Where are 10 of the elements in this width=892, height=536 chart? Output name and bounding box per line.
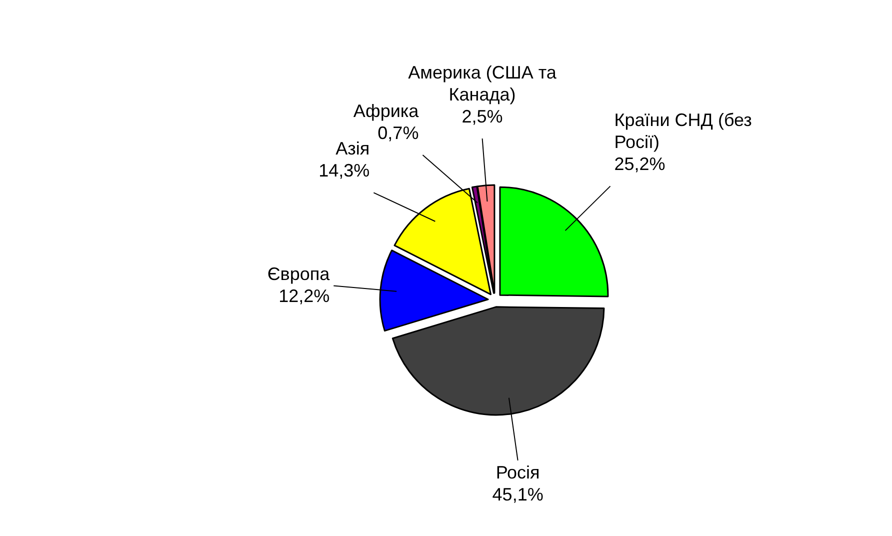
slice-label: Азія [336,138,370,159]
slice-label: Країни СНД (без Росії) [614,110,752,152]
data-label: 12,2% [278,286,330,306]
data-label: 2,5% [462,106,503,126]
data-label: 45,1% [492,484,544,504]
data-label: 14,3% [318,160,370,181]
data-label: 0,7% [378,123,419,144]
data-label: 25,2% [614,154,666,174]
slice-label: Росія [496,462,540,482]
slice-label: Європа [267,264,331,284]
